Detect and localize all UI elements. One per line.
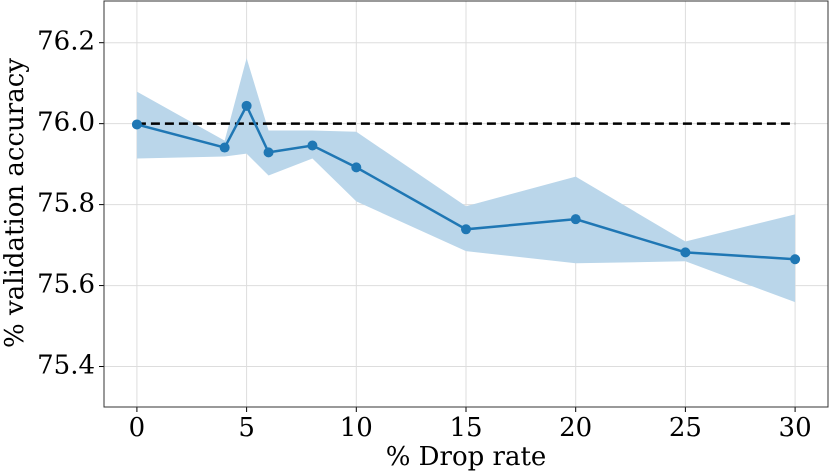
- x-tick-label: 20: [559, 413, 592, 443]
- point: [570, 214, 581, 225]
- line: [136, 103, 796, 261]
- y-tick-label: 75.8: [37, 189, 95, 219]
- point: [131, 119, 142, 130]
- plot-frame: [103, 0, 829, 408]
- point: [241, 100, 252, 111]
- y-tick-label: 75.4: [37, 351, 95, 381]
- x-tick-label: 5: [238, 413, 255, 443]
- x-tick-label: 0: [129, 413, 146, 443]
- point: [680, 247, 691, 258]
- x-axis-label: % Drop rate: [386, 442, 547, 472]
- point: [461, 224, 471, 235]
- x-tick-label: 25: [669, 413, 702, 443]
- y-tick-label: 76.2: [37, 27, 95, 57]
- y-tick-label: 75.6: [37, 270, 95, 300]
- y-tick-label: 76.0: [37, 108, 95, 138]
- point: [219, 142, 230, 153]
- confidence-band: [136, 58, 796, 303]
- point: [351, 162, 362, 173]
- x-tick-label: 10: [340, 413, 373, 443]
- x-tick-label: 30: [779, 413, 812, 443]
- point: [307, 140, 318, 151]
- point: [263, 147, 274, 158]
- point: [790, 254, 801, 265]
- x-tick-label: 15: [449, 413, 482, 443]
- y-axis-label: % validation accuracy: [0, 58, 30, 348]
